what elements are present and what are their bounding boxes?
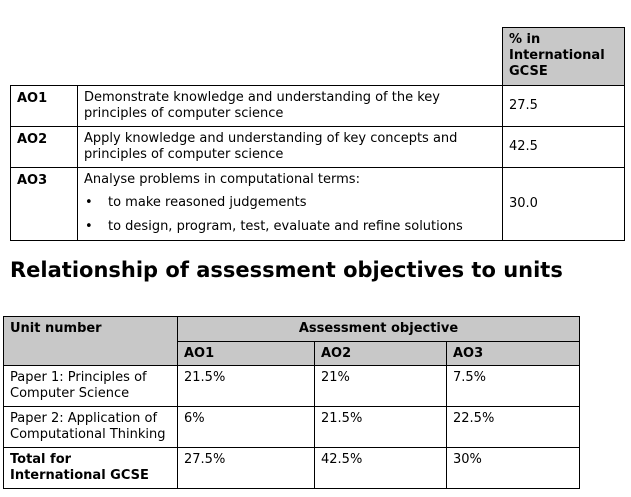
ao1-percent: 27.5 — [502, 85, 625, 127]
total-row: Total for International GCSE 27.5% 42.5%… — [3, 447, 581, 489]
ao3-row: AO3 Analyse problems in computational te… — [10, 167, 625, 241]
total-ao1: 27.5% — [177, 447, 315, 489]
units-table-header-row: Unit number Assessment objective — [3, 316, 581, 366]
ao3-description: Analyse problems in computational terms: — [84, 172, 360, 187]
assessment-objectives-table: % in International GCSE AO1 Demonstrate … — [10, 27, 625, 241]
paper-1-ao3: 7.5% — [445, 365, 581, 407]
ao2-column-header: AO2 — [314, 341, 447, 366]
ao2-percent: 42.5 — [502, 126, 625, 168]
unit-number-header: Unit number — [3, 316, 178, 366]
paper-1-ao1: 21.5% — [177, 365, 315, 407]
table-row: Paper 1: Principles of Computer Science … — [3, 365, 581, 407]
paper-1-unit: Paper 1: Principles of Computer Science — [3, 365, 178, 407]
assessment-objective-header: Assessment objective — [176, 316, 581, 342]
paper-1-ao2: 21% — [314, 365, 447, 407]
total-unit: Total for International GCSE — [3, 447, 178, 489]
ao2-row: AO2 Apply knowledge and understanding of… — [10, 126, 625, 168]
ao1-description: Demonstrate knowledge and understanding … — [77, 85, 503, 127]
list-item: • to design, program, test, evaluate and … — [84, 219, 496, 235]
table-row: Paper 2: Application of Computational Th… — [3, 406, 581, 448]
ao3-bullet-text: to make reasoned judgements — [108, 195, 307, 210]
ao3-bullet-text: to design, program, test, evaluate and r… — [108, 219, 463, 234]
ao3-percent: 30.0 — [502, 167, 625, 241]
percent-header: % in International GCSE — [502, 27, 625, 86]
ao3-code: AO3 — [10, 167, 78, 241]
ao1-column-header: AO1 — [177, 341, 315, 366]
paper-2-ao2: 21.5% — [314, 406, 447, 448]
paper-2-unit: Paper 2: Application of Computational Th… — [3, 406, 178, 448]
ao3-bullet-list: • to make reasoned judgements • to design,… — [84, 195, 496, 235]
total-ao2: 42.5% — [314, 447, 447, 489]
ao2-code: AO2 — [10, 126, 78, 168]
ao3-description-cell: Analyse problems in computational terms:… — [77, 167, 503, 241]
section-heading: Relationship of assessment objectives to… — [10, 258, 563, 282]
ao-table-header-row: % in International GCSE — [10, 27, 625, 86]
list-item: • to make reasoned judgements — [84, 195, 496, 211]
units-table-ao-header-row: AO1 AO2 AO3 — [4, 341, 581, 366]
ao1-row: AO1 Demonstrate knowledge and understand… — [10, 85, 625, 127]
ao-table-empty-header-cell — [10, 27, 503, 86]
bullet-icon: • — [85, 219, 93, 234]
ao2-description: Apply knowledge and understanding of key… — [77, 126, 503, 168]
paper-2-ao1: 6% — [177, 406, 315, 448]
ao1-code: AO1 — [10, 85, 78, 127]
bullet-icon: • — [85, 195, 93, 210]
paper-2-ao3: 22.5% — [445, 406, 581, 448]
ao-units-table: Unit number Assessment objective AO1 AO2… — [3, 316, 581, 489]
ao3-column-header: AO3 — [445, 341, 581, 366]
total-ao3: 30% — [445, 447, 581, 489]
